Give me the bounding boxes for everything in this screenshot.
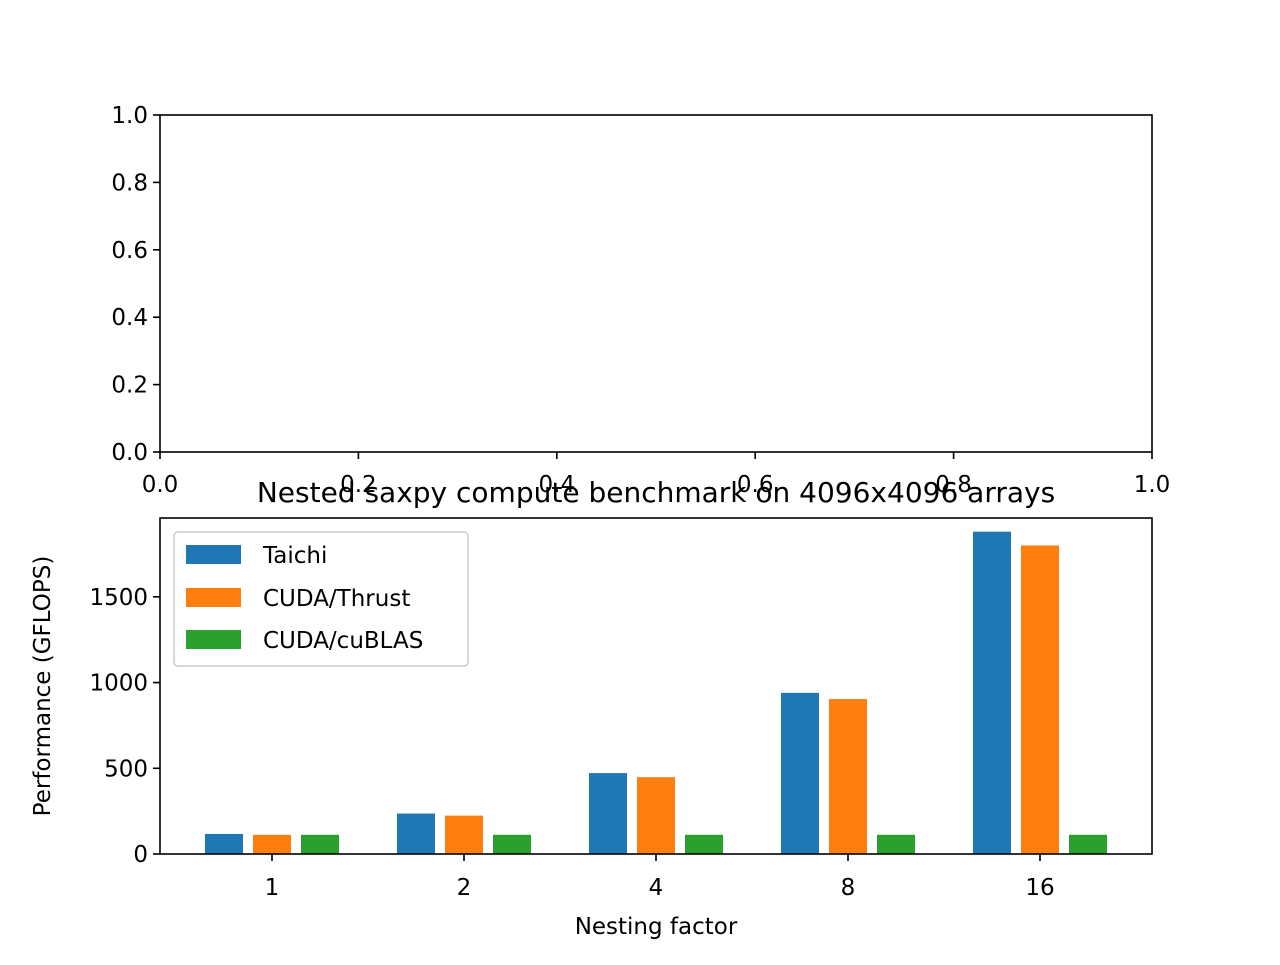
bar-x-tick-label: 16 bbox=[1025, 875, 1054, 901]
bar-taichi-2 bbox=[397, 813, 435, 854]
bar-y-tick-label: 1500 bbox=[89, 585, 148, 611]
top-x-tick-label: 0.4 bbox=[539, 472, 576, 498]
bar-taichi-1 bbox=[205, 833, 243, 854]
bar-y-tick-label: 0 bbox=[133, 842, 148, 868]
bar-cuda-cublas-2 bbox=[493, 834, 531, 854]
top-x-tick-label: 0.0 bbox=[142, 472, 179, 498]
legend-label-cuda-cublas: CUDA/cuBLAS bbox=[263, 628, 423, 654]
bar-x-ticks: 1 2 4 8 16 bbox=[265, 854, 1055, 901]
legend-swatch-cuda-cublas bbox=[186, 630, 241, 649]
bar-x-tick-label: 2 bbox=[457, 875, 472, 901]
bar-cuda-thrust-1 bbox=[253, 834, 291, 854]
top-y-tick-label: 0.2 bbox=[111, 373, 148, 399]
bar-cuda-cublas-16 bbox=[1069, 834, 1107, 854]
bar-cuda-thrust-4 bbox=[637, 777, 675, 854]
bar-x-tick-label: 4 bbox=[649, 875, 664, 901]
bar-taichi-8 bbox=[781, 692, 819, 854]
top-x-tick-label: 1.0 bbox=[1134, 472, 1171, 498]
legend-box bbox=[173, 531, 469, 667]
bar-x-tick-label: 1 bbox=[265, 875, 280, 901]
bar-y-tick-label: 500 bbox=[104, 756, 148, 782]
bar-x-tick-label: 8 bbox=[841, 875, 856, 901]
bar-axes: Nested saxpy compute benchmark on 4096x4… bbox=[30, 476, 1153, 940]
bar-cuda-cublas-4 bbox=[685, 834, 723, 854]
legend-label-taichi: Taichi bbox=[262, 543, 327, 569]
chart-title: Nested saxpy compute benchmark on 4096x4… bbox=[257, 476, 1055, 509]
y-axis-label: Performance (GFLOPS) bbox=[30, 556, 56, 817]
bar-cuda-thrust-16 bbox=[1021, 545, 1059, 854]
top-axes: 0.0 0.2 0.4 0.6 0.8 1.0 0.0 0.2 0.4 0.6 0.8 1.0 bbox=[111, 103, 1170, 498]
top-x-tick-label: 0.2 bbox=[340, 472, 377, 498]
bar-y-tick-label: 1000 bbox=[89, 671, 148, 697]
top-axes-frame bbox=[159, 114, 1153, 453]
bar-cuda-cublas-1 bbox=[301, 834, 339, 854]
legend-swatch-cuda-thrust bbox=[186, 588, 241, 607]
top-y-tick-label: 0.6 bbox=[111, 238, 148, 264]
top-y-tick-label: 0.4 bbox=[111, 305, 148, 331]
bar-cuda-thrust-2 bbox=[445, 815, 483, 854]
legend: Taichi CUDA/Thrust CUDA/cuBLAS bbox=[173, 531, 469, 667]
bar-cuda-cublas-8 bbox=[877, 834, 915, 854]
top-y-tick-label: 0.0 bbox=[111, 440, 148, 466]
top-y-tick-label: 1.0 bbox=[111, 103, 148, 129]
bar-y-ticks: 0 500 1000 1500 bbox=[89, 585, 160, 868]
bar-taichi-4 bbox=[589, 773, 627, 854]
bars bbox=[205, 531, 1107, 854]
bar-taichi-16 bbox=[973, 531, 1011, 854]
bar-cuda-thrust-8 bbox=[829, 699, 867, 854]
top-y-tick-label: 0.8 bbox=[111, 170, 148, 196]
top-x-ticks: 0.0 0.2 0.4 0.6 0.8 1.0 bbox=[142, 452, 1171, 498]
top-x-tick-label: 0.6 bbox=[737, 472, 774, 498]
legend-label-cuda-thrust: CUDA/Thrust bbox=[263, 586, 410, 612]
x-axis-label: Nesting factor bbox=[575, 914, 738, 940]
top-y-ticks: 0.0 0.2 0.4 0.6 0.8 1.0 bbox=[111, 103, 160, 466]
legend-swatch-taichi bbox=[186, 545, 241, 564]
top-x-tick-label: 0.8 bbox=[935, 472, 972, 498]
